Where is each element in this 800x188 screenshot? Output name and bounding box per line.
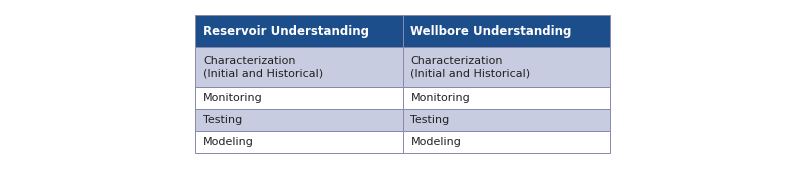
Text: Reservoir Understanding: Reservoir Understanding <box>203 24 369 37</box>
Text: Monitoring: Monitoring <box>203 93 262 103</box>
Bar <box>195 15 402 47</box>
Text: Testing: Testing <box>410 115 450 125</box>
Bar <box>195 47 402 87</box>
Text: Characterization
(Initial and Historical): Characterization (Initial and Historical… <box>410 56 530 78</box>
Text: Testing: Testing <box>203 115 242 125</box>
Bar <box>402 47 610 87</box>
Bar <box>195 131 402 153</box>
Text: Modeling: Modeling <box>410 137 462 147</box>
Bar <box>402 109 610 131</box>
Bar <box>402 131 610 153</box>
Text: Characterization
(Initial and Historical): Characterization (Initial and Historical… <box>203 56 323 78</box>
Text: Monitoring: Monitoring <box>410 93 470 103</box>
Bar <box>195 87 402 109</box>
Bar <box>402 15 610 47</box>
Bar <box>195 109 402 131</box>
Text: Wellbore Understanding: Wellbore Understanding <box>410 24 572 37</box>
Text: Modeling: Modeling <box>203 137 254 147</box>
Bar <box>402 87 610 109</box>
